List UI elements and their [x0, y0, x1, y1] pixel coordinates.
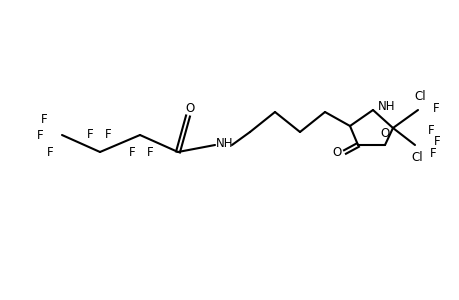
Text: F: F: [37, 128, 43, 142]
Text: F: F: [146, 146, 153, 158]
Text: F: F: [46, 146, 53, 158]
Text: F: F: [105, 128, 111, 140]
Text: O: O: [380, 127, 389, 140]
Text: F: F: [86, 128, 93, 140]
Text: F: F: [432, 101, 438, 115]
Text: O: O: [185, 101, 194, 115]
Text: F: F: [129, 146, 135, 158]
Text: NH: NH: [216, 136, 233, 149]
Text: O: O: [332, 146, 341, 158]
Text: Cl: Cl: [413, 89, 425, 103]
Text: NH: NH: [377, 100, 395, 112]
Text: F: F: [40, 112, 47, 125]
Text: F: F: [433, 134, 439, 148]
Text: Cl: Cl: [410, 151, 422, 164]
Text: F: F: [427, 124, 433, 136]
Text: F: F: [429, 146, 436, 160]
